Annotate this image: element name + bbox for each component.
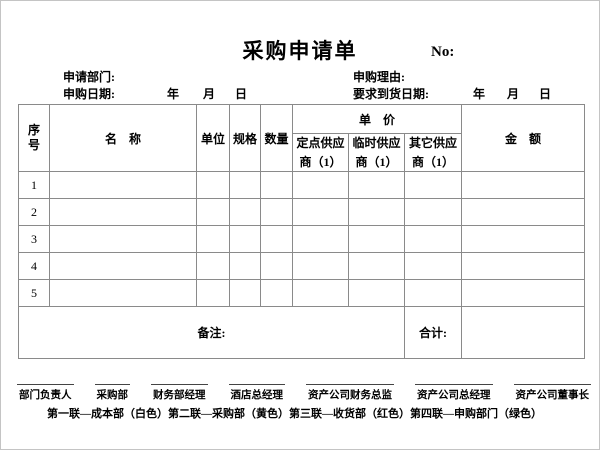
purchase-date-label: 申购日期: <box>63 87 115 101</box>
amount-cell <box>461 279 586 308</box>
day-label: 日 <box>539 87 552 101</box>
col-header-other-supplier: 其它供应商（1） <box>403 132 463 173</box>
qty-cell <box>260 198 293 227</box>
unit-cell <box>196 225 230 254</box>
amount-cell <box>461 171 586 200</box>
col-header-temp-supplier: 临时供应商（1） <box>348 132 405 173</box>
name-cell <box>49 279 197 308</box>
row-number-cell: 2 <box>18 198 50 227</box>
signature-asset-chairman: 资产公司董事长 <box>513 384 591 402</box>
amount-cell <box>461 252 586 281</box>
form-title: 采购申请单 <box>242 39 358 63</box>
name-cell <box>49 225 197 254</box>
col-header-name: 名 称 <box>49 103 197 173</box>
amount-cell <box>461 225 586 254</box>
copy-2-purchasing-yellow: 第二联—采购部（黄色） <box>168 408 289 420</box>
signature-finance-mgr: 财务部经理 <box>151 384 208 402</box>
temp-supplier-price-cell <box>348 252 405 281</box>
table-row: 3 <box>18 225 586 254</box>
name-cell <box>49 252 197 281</box>
year-label: 年 <box>473 87 486 101</box>
unit-cell <box>196 252 230 281</box>
copy-3-receiving-red: 第三联—收货部（红色） <box>289 408 410 420</box>
unit-cell <box>196 279 230 308</box>
temp-supplier-price-cell <box>348 225 405 254</box>
temp-supplier-price-cell <box>348 171 405 200</box>
signature-hotel-gm: 酒店总经理 <box>228 384 285 402</box>
spec-cell <box>229 252 261 281</box>
row-number-cell: 5 <box>18 279 50 308</box>
purchase-reason-label: 申购理由: <box>353 70 405 84</box>
col-header-seq: 序号 <box>18 103 50 173</box>
name-cell <box>49 198 197 227</box>
row-number-cell: 3 <box>18 225 50 254</box>
col-header-spec: 规格 <box>229 103 261 173</box>
copy-distribution-row: 第一联—成本部（白色） 第二联—采购部（黄色） 第三联—收货部（红色） 第四联—… <box>47 405 542 421</box>
temp-supplier-price-cell <box>348 198 405 227</box>
form-no-label: No: <box>431 44 455 60</box>
signature-row: 部门负责人 采购部 财务部经理 酒店总经理 资产公司财务总监 资产公司总经理 资… <box>17 384 591 402</box>
other-supplier-price-cell <box>403 225 463 254</box>
table-row: 4 <box>18 252 586 281</box>
col-header-unit: 单位 <box>196 103 230 173</box>
qty-cell <box>260 171 293 200</box>
copy-1-cost-dept-white: 第一联—成本部（白色） <box>47 408 168 420</box>
copy-4-requesting-green: 第四联—申购部门（绿色） <box>410 408 542 420</box>
fixed-supplier-price-cell <box>292 279 349 308</box>
fixed-supplier-price-cell <box>292 171 349 200</box>
year-label: 年 <box>167 87 180 101</box>
row-number-cell: 1 <box>18 171 50 200</box>
required-arrival-date-label: 要求到货日期: <box>353 87 429 101</box>
col-header-qty: 数量 <box>260 103 293 173</box>
spec-cell <box>229 225 261 254</box>
amount-cell <box>461 198 586 227</box>
other-supplier-price-cell <box>403 279 463 308</box>
temp-supplier-price-cell <box>348 279 405 308</box>
qty-cell <box>260 225 293 254</box>
col-header-fixed-supplier: 定点供应商（1） <box>292 132 349 173</box>
fixed-supplier-price-cell <box>292 198 349 227</box>
table-row: 5 <box>18 279 586 308</box>
signature-asset-cfo: 资产公司财务总监 <box>306 384 394 402</box>
other-supplier-price-cell <box>403 171 463 200</box>
applying-dept-label: 申请部门: <box>63 70 115 84</box>
table-row: 2 <box>18 198 586 227</box>
spec-cell <box>229 279 261 308</box>
month-label: 月 <box>203 87 216 101</box>
fixed-supplier-price-cell <box>292 252 349 281</box>
signature-dept-head: 部门负责人 <box>17 384 74 402</box>
day-label: 日 <box>235 87 248 101</box>
qty-cell <box>260 252 293 281</box>
unit-cell <box>196 198 230 227</box>
name-cell <box>49 171 197 200</box>
signature-purchasing: 采购部 <box>94 384 130 402</box>
other-supplier-price-cell <box>403 198 463 227</box>
col-header-amount: 金 额 <box>461 103 586 173</box>
row-number-cell: 4 <box>18 252 50 281</box>
total-amount-cell <box>461 306 586 360</box>
spec-cell <box>229 198 261 227</box>
qty-cell <box>260 279 293 308</box>
table-row: 1 <box>18 171 586 200</box>
purchase-items-table: 序号 名 称 单位 规格 数量 单 价 金 额 定点供应商（1） 临时供应商（1… <box>18 103 586 360</box>
signature-asset-gm: 资产公司总经理 <box>415 384 493 402</box>
unit-cell <box>196 171 230 200</box>
total-label-cell: 合计: <box>403 306 463 360</box>
fixed-supplier-price-cell <box>292 225 349 254</box>
spec-cell <box>229 171 261 200</box>
other-supplier-price-cell <box>403 252 463 281</box>
remarks-cell: 备注: <box>18 306 405 360</box>
col-header-unit-price: 单 价 <box>291 104 463 134</box>
month-label: 月 <box>507 87 520 101</box>
